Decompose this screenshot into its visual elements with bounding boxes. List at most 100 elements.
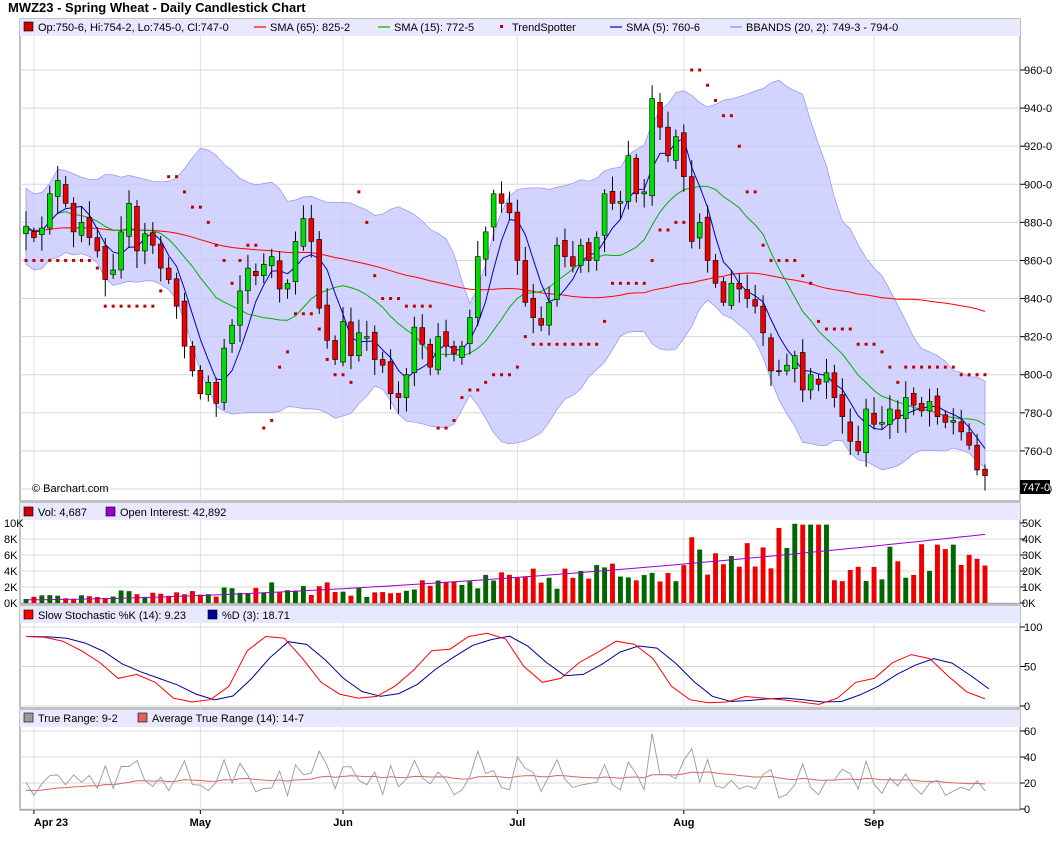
trendspotter-dot xyxy=(72,258,76,262)
volume-bar xyxy=(538,582,544,603)
trendspotter-dot xyxy=(127,304,131,308)
volume-bar xyxy=(554,588,560,603)
volume-bar xyxy=(855,566,861,603)
candle-body xyxy=(918,402,925,412)
price-tick-label: 920-0 xyxy=(1024,141,1052,153)
stochastic-k-line xyxy=(25,632,986,705)
trendspotter-dot xyxy=(190,205,194,209)
candle-body xyxy=(86,217,93,238)
volume-bars xyxy=(23,523,988,603)
date-label: Aug xyxy=(673,817,694,829)
trendspotter-dot xyxy=(880,350,884,354)
candle-body xyxy=(482,231,489,260)
candle-body xyxy=(395,393,402,398)
candle-body xyxy=(229,324,235,344)
trendspotter-dot xyxy=(492,373,496,377)
volume-bar xyxy=(966,554,972,603)
trendspotter-dot xyxy=(452,418,456,422)
volume-bar xyxy=(491,580,497,603)
volume-bar xyxy=(633,580,639,603)
trendspotter-dot xyxy=(500,373,504,377)
candle-body xyxy=(78,222,85,236)
volume-bar xyxy=(403,590,409,603)
true-range-gridlines xyxy=(20,727,1020,810)
trendspotter-dot xyxy=(397,297,401,301)
candle-body xyxy=(902,397,909,419)
candle-body xyxy=(348,321,354,356)
trendspotter-dot xyxy=(698,68,702,72)
volume-bar xyxy=(475,588,481,603)
volume-tick-label-left: 10K xyxy=(4,518,24,530)
candle-body xyxy=(720,281,727,303)
trendspotter-dot xyxy=(959,373,963,377)
candle-body xyxy=(498,193,505,204)
candle-body xyxy=(387,361,394,395)
candle-body xyxy=(633,157,640,195)
candle-body xyxy=(371,331,378,360)
legend-label: BBANDS (20, 2): 749-3 - 794-0 xyxy=(746,22,898,34)
candle-body xyxy=(879,422,885,425)
candle-body xyxy=(142,233,148,252)
volume-bar xyxy=(776,527,782,603)
volume-bar xyxy=(800,524,806,603)
candle-body xyxy=(300,218,307,247)
trendspotter-dot xyxy=(444,426,448,430)
trendspotter-dot xyxy=(777,258,781,262)
volume-bar xyxy=(411,589,417,603)
legend-label: SMA (65): 825-2 xyxy=(270,22,350,34)
stochastic-legend: Slow Stochastic %K (14): 9.23 %D (3): 18.… xyxy=(23,609,290,622)
price-tick-label: 880-0 xyxy=(1024,217,1052,229)
candle-body xyxy=(855,441,861,452)
trendspotter-dot xyxy=(888,365,892,369)
legend-swatch xyxy=(105,506,116,517)
volume-bar xyxy=(578,570,584,603)
trendspotter-dot xyxy=(222,258,226,262)
candle-body xyxy=(974,444,980,471)
stochastic-axis: 100 50 0 xyxy=(1020,622,1042,713)
volume-bar xyxy=(705,574,711,603)
trendspotter-dot xyxy=(317,327,321,331)
volume-bar xyxy=(71,598,77,603)
candle-body xyxy=(324,304,330,341)
trendspotter-dot xyxy=(436,426,440,430)
trendspotter-dot xyxy=(278,365,282,369)
trendspotter-dot xyxy=(468,388,472,392)
volume-bar xyxy=(451,582,457,603)
trendspotter-dot xyxy=(801,274,805,278)
candle-body xyxy=(681,132,687,177)
candle-body xyxy=(31,231,37,238)
candle-body xyxy=(958,421,964,433)
legend-swatch xyxy=(207,609,218,620)
legend-label: Op:750-6, Hi:754-2, Lo:745-0, Cl:747-0 xyxy=(38,22,229,34)
volume-tick-label-left: 8K xyxy=(4,534,18,546)
candle-body xyxy=(792,355,798,370)
legend-label: TrendSpotter xyxy=(512,22,576,34)
volume-bar xyxy=(681,565,687,603)
trendspotter-dot xyxy=(341,373,345,377)
trendspotter-dot xyxy=(404,304,408,308)
candle-body xyxy=(54,180,61,197)
candle-body xyxy=(657,102,663,128)
volume-tick-label-left: 0K xyxy=(4,598,18,610)
trendspotter-dot xyxy=(642,281,646,285)
price-tick-label: 860-0 xyxy=(1024,255,1052,267)
volume-bar xyxy=(689,537,695,603)
true-range-tick-label: 20 xyxy=(1024,778,1036,790)
candle-body xyxy=(379,359,386,366)
candle-body xyxy=(578,244,584,266)
candle-body xyxy=(839,394,846,417)
sma-15-line xyxy=(25,185,986,426)
trendspotter-dot xyxy=(476,388,480,392)
trendspotter-dot xyxy=(349,380,353,384)
candle-body xyxy=(268,256,275,267)
candle-body xyxy=(253,271,259,276)
trendspotter-dot xyxy=(595,342,599,346)
candle-body xyxy=(617,201,624,204)
true-range-line xyxy=(25,733,986,799)
stochastic-gridlines xyxy=(20,623,1020,708)
trendspotter-dot xyxy=(682,220,686,224)
volume-bar xyxy=(388,593,394,603)
trendspotter-dot xyxy=(238,258,242,262)
candle-body xyxy=(181,300,188,347)
candle-body xyxy=(340,321,346,363)
